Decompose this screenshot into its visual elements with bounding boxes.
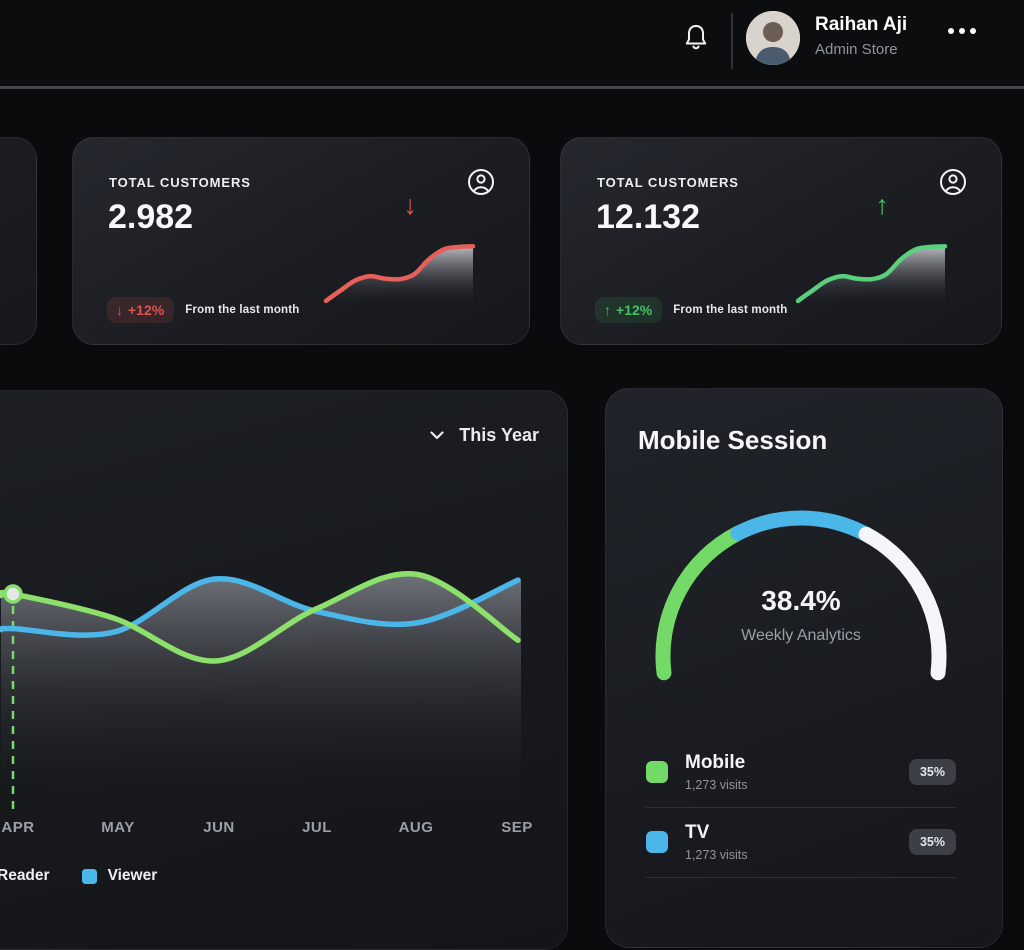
stat-value: 2.982: [108, 198, 194, 236]
session-share-badge: 35%: [908, 829, 956, 856]
user-role: Admin Store: [815, 41, 898, 58]
card-title: Mobile Session: [638, 425, 828, 455]
customer-icon: [939, 168, 967, 201]
gauge-segment-remaining: [858, 526, 947, 681]
gauge-segment-mobile: [655, 525, 746, 681]
mobile-marker: [646, 761, 668, 784]
badge-arrow-icon: ↑: [604, 302, 611, 318]
badge-note: From the last month: [185, 304, 300, 316]
highlight-dot: [3, 584, 23, 604]
session-row-tv[interactable]: TV 1,273 visits 35%: [646, 811, 956, 874]
x-tick: AUG: [398, 819, 434, 836]
gauge-segment-tv: [730, 510, 874, 542]
badge-value: +12%: [128, 302, 165, 318]
visitors-line-chart-card: This Year APR MAY JUN JUL AUG SEP: [0, 390, 568, 950]
stat-footer: ↑ +12% From the last month: [595, 297, 788, 323]
legend-label: Reader: [0, 867, 50, 884]
badge-arrow-icon: ↓: [116, 302, 123, 318]
x-tick: JUL: [302, 819, 332, 836]
stat-footer: ↓ +12% From the last month: [107, 297, 300, 323]
viewer-legend-marker: [81, 868, 97, 884]
year-filter-label: This Year: [459, 425, 539, 445]
top-header: Raihan Aji Admin Store: [0, 0, 1024, 89]
session-visits: 1,273 visits: [685, 777, 748, 792]
x-tick: SEP: [501, 819, 533, 836]
tv-marker: [646, 831, 668, 854]
gauge-center-label: Weekly Analytics: [741, 627, 861, 644]
chevron-down-icon: [430, 431, 444, 440]
avatar[interactable]: [746, 11, 800, 65]
badge-note: From the last month: [673, 304, 788, 316]
notifications-button[interactable]: [682, 22, 714, 58]
trend-badge: ↑ +12%: [595, 297, 663, 323]
reader-series-line: [0, 570, 521, 664]
user-name: Raihan Aji: [815, 14, 908, 35]
x-tick: APR: [1, 819, 35, 836]
more-menu-icon[interactable]: [948, 28, 976, 34]
x-axis-labels: APR MAY JUN JUL AUG SEP: [1, 819, 571, 841]
divider: [646, 876, 956, 878]
stat-value: 12.132: [596, 198, 700, 236]
avatar-photo: [746, 11, 800, 65]
stat-card-total-customers-down: TOTAL CUSTOMERS 2.982 ↓ ↓ +12% From the …: [72, 137, 530, 345]
x-tick: MAY: [101, 819, 135, 836]
badge-value: +12%: [616, 302, 653, 318]
session-list: Mobile 1,273 visits 35% TV 1,273 visits …: [646, 741, 956, 881]
mobile-session-card: Mobile Session 38.4% Weekly Analytics Mo…: [605, 388, 1003, 948]
year-filter-dropdown[interactable]: This Year: [430, 425, 539, 446]
x-tick: JUN: [203, 819, 235, 836]
session-name: TV: [685, 821, 710, 843]
stat-card-partial: [0, 137, 37, 345]
customer-icon: [467, 168, 495, 201]
stat-title: TOTAL CUSTOMERS: [109, 175, 251, 190]
area-fill: [0, 573, 522, 813]
stat-title: TOTAL CUSTOMERS: [597, 175, 739, 190]
viewer-series-line: [0, 576, 521, 638]
divider: [646, 806, 956, 808]
legend-item-reader[interactable]: Reader: [0, 867, 50, 885]
trend-badge: ↓ +12%: [107, 297, 175, 323]
session-share-badge: 35%: [908, 759, 956, 786]
line-chart: [0, 570, 522, 813]
trend-up-arrow-icon: ↑: [875, 190, 890, 220]
sparkline-up: [795, 244, 948, 306]
header-divider: [731, 13, 733, 69]
legend-item-viewer[interactable]: Viewer: [81, 867, 158, 885]
gauge-chart: [655, 510, 947, 681]
trend-down-arrow-icon: ↓: [403, 190, 418, 220]
stat-card-total-customers-up: TOTAL CUSTOMERS 12.132 ↑ ↑ +12% From the…: [560, 137, 1002, 345]
session-visits: 1,273 visits: [685, 847, 748, 862]
legend-label: Viewer: [107, 867, 158, 884]
bell-icon: [685, 25, 707, 50]
session-row-mobile[interactable]: Mobile 1,273 visits 35%: [646, 741, 956, 804]
chart-legend: Reader Viewer: [0, 867, 157, 885]
sparkline-down: [323, 244, 476, 306]
gauge-center-value: 38.4%: [761, 585, 841, 616]
session-name: Mobile: [685, 752, 746, 773]
